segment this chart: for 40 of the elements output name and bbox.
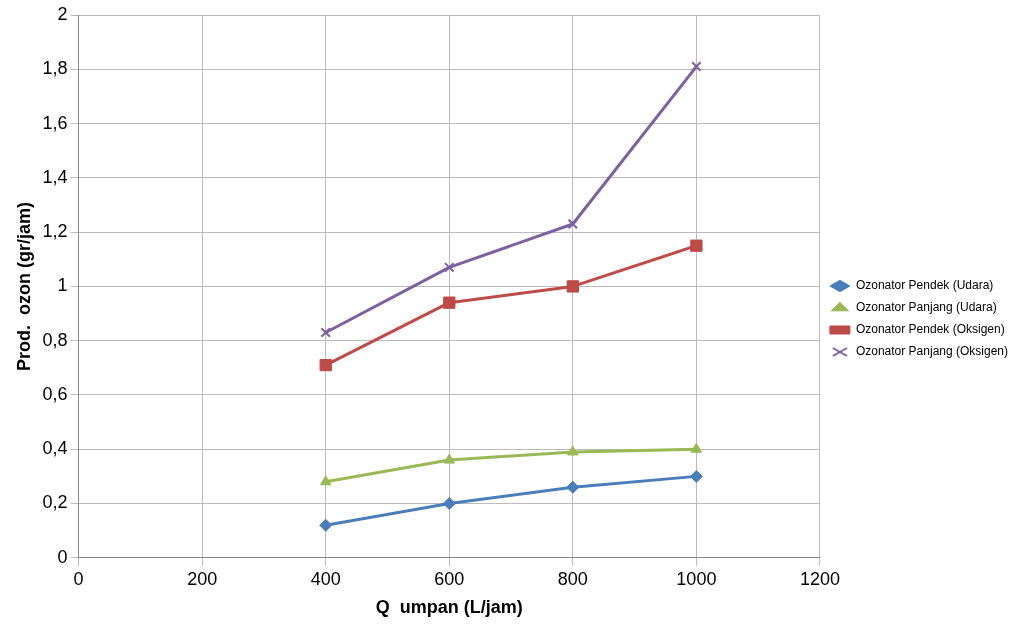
legend-label: Ozonator Panjang (Oksigen) xyxy=(855,344,1009,359)
legend-label: Ozonator Panjang (Udara) xyxy=(855,300,997,315)
point xyxy=(319,518,333,532)
point xyxy=(444,262,455,273)
y-tick-label: 0,8 xyxy=(42,329,68,350)
x-tick-label: 0 xyxy=(73,568,84,589)
point xyxy=(566,280,579,293)
point xyxy=(319,358,332,372)
x-tick-label: 600 xyxy=(434,568,465,589)
point xyxy=(443,453,455,464)
x-tick-label: 200 xyxy=(187,568,218,589)
point xyxy=(691,61,702,72)
legend-label: Ozonator Pendek (Udara) xyxy=(855,278,994,293)
y-tick-label: 1,8 xyxy=(42,58,68,79)
x-axis-title: Q umpan (L/jam) xyxy=(375,597,523,618)
y-tick-label: 0,2 xyxy=(42,492,68,513)
x-tick-label: 1000 xyxy=(676,568,717,589)
y-tick-label: 0 xyxy=(57,546,68,567)
y-tick-label: 1 xyxy=(57,275,68,296)
x-tick-label: 1200 xyxy=(799,568,840,589)
y-tick-label: 1,2 xyxy=(42,221,68,242)
y-tick-label: 1,6 xyxy=(42,112,68,133)
x-tick-label: 800 xyxy=(557,568,588,589)
point xyxy=(690,442,703,453)
point xyxy=(567,445,579,456)
point xyxy=(320,327,331,338)
point xyxy=(689,469,703,483)
y-axis-title: Prod. ozon (gr/jam) xyxy=(13,201,34,371)
x-tick-label: 400 xyxy=(310,568,341,589)
y-tick-label: 2 xyxy=(57,3,68,24)
point xyxy=(442,497,456,511)
point xyxy=(567,218,579,230)
legend-label: Ozonator Pendek (Oksigen) xyxy=(855,322,1005,337)
point xyxy=(320,475,332,486)
point xyxy=(443,296,456,309)
y-tick-label: 1,4 xyxy=(42,166,68,187)
point xyxy=(690,239,703,252)
y-tick-label: 0,4 xyxy=(42,438,68,459)
point xyxy=(566,480,580,494)
y-tick-label: 0,6 xyxy=(42,383,68,404)
